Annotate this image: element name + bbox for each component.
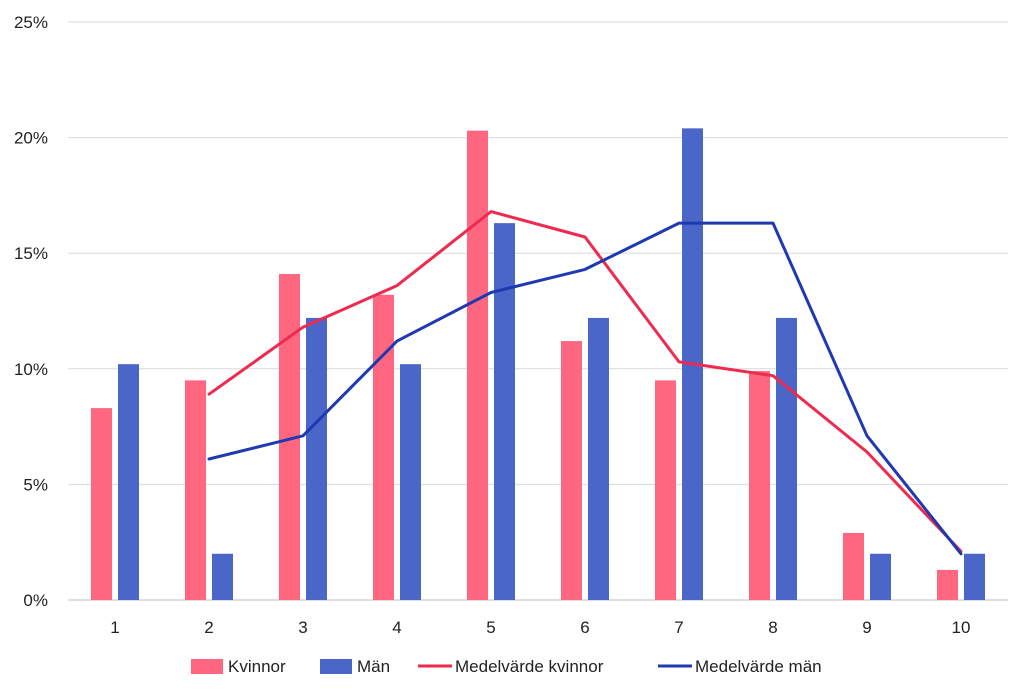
y-tick-label: 0% (23, 591, 48, 610)
x-tick-label: 9 (862, 618, 871, 637)
x-axis-ticks: 1 2 3 4 5 6 7 8 9 10 (110, 618, 970, 637)
legend-label: Medelvärde kvinnor (455, 657, 604, 676)
bar-man (118, 364, 139, 600)
bar-kvinnor (91, 408, 112, 600)
bar-kvinnor (655, 380, 676, 600)
line-medelvarde-kvinnor (207, 210, 963, 553)
bar-man (870, 553, 891, 600)
legend-swatch (191, 659, 223, 674)
bar-man (494, 223, 515, 601)
x-tick-label: 4 (392, 618, 401, 637)
bars (91, 128, 985, 601)
bar-man (588, 317, 609, 600)
y-tick-label: 10% (14, 360, 48, 379)
bar-kvinnor (279, 274, 300, 600)
bar-man (212, 553, 233, 600)
bar-kvinnor (937, 569, 958, 600)
grid (68, 21, 1008, 601)
y-tick-label: 5% (23, 475, 48, 494)
legend: Kvinnor Män Medelvärde kvinnor Medelvärde m… (191, 657, 822, 676)
x-tick-label: 5 (486, 618, 495, 637)
x-tick-label: 2 (204, 618, 213, 637)
bar-man (964, 553, 985, 600)
bar-kvinnor (843, 532, 864, 600)
x-tick-label: 6 (580, 618, 589, 637)
bar-man (400, 364, 421, 600)
bar-kvinnor (561, 341, 582, 600)
line-medelvarde-man (207, 221, 963, 556)
bar-kvinnor (467, 130, 488, 600)
x-tick-label: 7 (674, 618, 683, 637)
y-tick-label: 20% (14, 129, 48, 148)
x-tick-label: 3 (298, 618, 307, 637)
legend-swatch (320, 659, 352, 674)
legend-label: Kvinnor (228, 657, 286, 676)
bar-kvinnor (373, 294, 394, 600)
bar-man (776, 317, 797, 600)
x-tick-label: 8 (768, 618, 777, 637)
x-tick-label: 1 (110, 618, 119, 637)
x-tick-label: 10 (952, 618, 971, 637)
bar-man (306, 317, 327, 600)
bar-kvinnor (749, 371, 770, 600)
lines (207, 210, 963, 556)
bar-kvinnor (185, 380, 206, 600)
y-tick-label: 25% (14, 13, 48, 32)
legend-label: Medelvärde män (695, 657, 822, 676)
y-tick-label: 15% (14, 244, 48, 263)
legend-label: Män (357, 657, 390, 676)
y-axis-ticks: 0% 5% 10% 15% 20% 25% (14, 13, 48, 610)
